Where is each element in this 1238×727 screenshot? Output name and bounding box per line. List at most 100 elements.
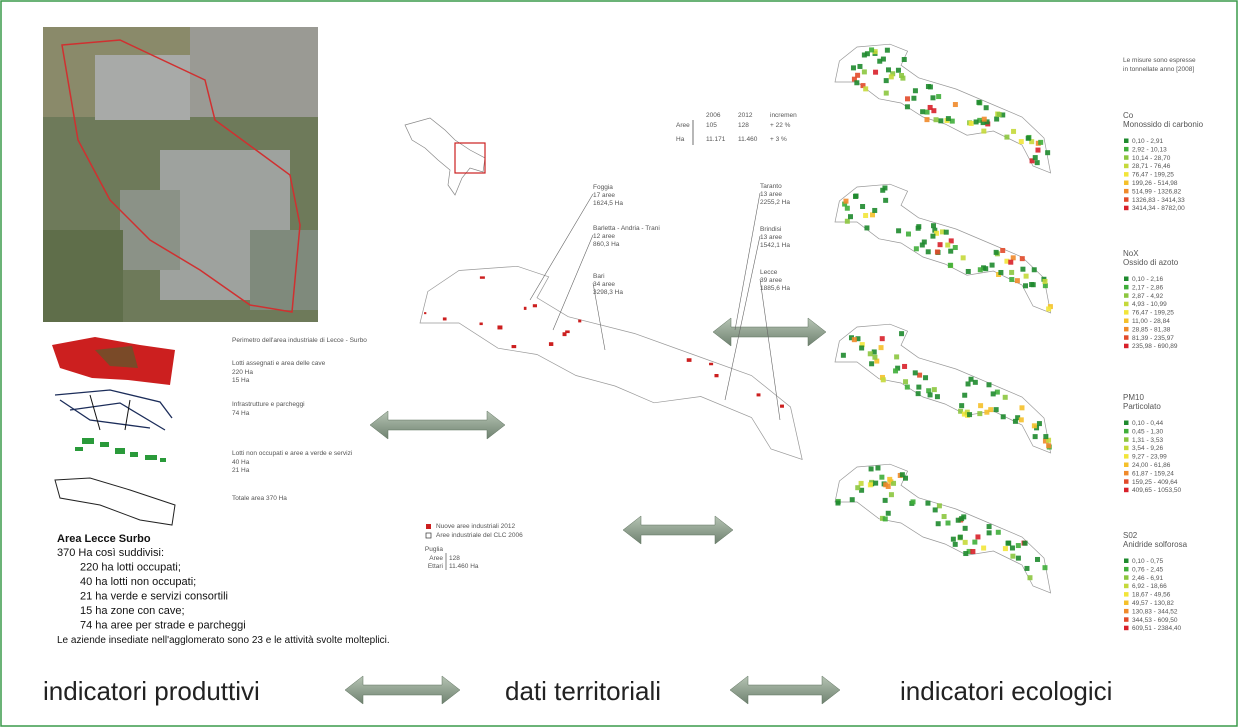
- table-cell: + 3 %: [770, 136, 787, 143]
- table-cell: 11.171: [706, 136, 726, 143]
- map-cell: [997, 112, 1002, 117]
- map-cell: [854, 80, 859, 85]
- legend-swatch: [1124, 617, 1129, 622]
- table-cell: Ha: [676, 136, 685, 143]
- legend-swatch: [1124, 302, 1129, 307]
- map-cell: [872, 355, 877, 360]
- map-cell: [988, 407, 993, 412]
- legend-label: Aree industriale del CLC 2006: [436, 532, 523, 539]
- map-cell: [977, 411, 982, 416]
- map-cell: [879, 345, 884, 350]
- legend-swatch: [1124, 567, 1129, 572]
- map-cell: [863, 86, 868, 91]
- map-cell: [868, 351, 873, 356]
- industrial-area: [497, 325, 502, 329]
- map-cell: [916, 391, 921, 396]
- map-cell: [881, 57, 886, 62]
- layer-value: 15 Ha: [232, 377, 250, 384]
- map-cell: [1023, 541, 1028, 546]
- city-label: Foggia: [593, 184, 613, 191]
- table-header: incremen: [770, 112, 797, 119]
- map-cell: [916, 226, 921, 231]
- map-cell: [881, 377, 886, 382]
- summary-item: 21 ha verde e servizi consortili: [80, 591, 228, 603]
- map-cell: [930, 95, 935, 100]
- industrial-area: [424, 312, 426, 314]
- map-cell: [1010, 545, 1015, 550]
- class-label: 49,57 - 130,82: [1132, 600, 1174, 607]
- map-cell: [1032, 423, 1037, 428]
- map-cell: [1010, 554, 1015, 559]
- map-cell: [963, 526, 968, 531]
- map-cell: [852, 337, 857, 342]
- city-label: 17 aree: [593, 192, 615, 199]
- map-cell: [958, 535, 963, 540]
- map-cell: [913, 370, 918, 375]
- legend-swatch: [1124, 155, 1129, 160]
- city-label: Taranto: [760, 183, 782, 190]
- legend-swatch: [1124, 421, 1129, 426]
- class-label: 3,54 - 9,26: [1132, 445, 1163, 452]
- map-cell: [859, 481, 864, 486]
- map-cell: [1027, 575, 1032, 580]
- legend-swatch: [1124, 139, 1129, 144]
- class-label: 130,83 - 344,52: [1132, 608, 1178, 615]
- map-cell: [900, 76, 905, 81]
- map-cell: [953, 542, 958, 547]
- map-cell: [905, 96, 910, 101]
- pollutant-code: NoX: [1123, 249, 1139, 258]
- footer-heading: dati territoriali: [505, 676, 661, 706]
- map-cell: [1008, 260, 1013, 265]
- industrial-area: [709, 363, 713, 365]
- map-cell: [893, 368, 898, 373]
- map-cell: [1038, 140, 1043, 145]
- map-cell: [873, 481, 878, 486]
- map-cell: [932, 387, 937, 392]
- map-cell: [906, 232, 911, 237]
- legend-swatch: [1124, 344, 1129, 349]
- map-cell: [1011, 129, 1016, 134]
- class-label: 514,99 - 1326,82: [1132, 188, 1182, 195]
- class-label: 18,67 - 49,56: [1132, 592, 1171, 599]
- industrial-area: [480, 276, 485, 278]
- class-label: 11,00 - 28,84: [1132, 318, 1170, 325]
- class-label: 0,76 - 2,45: [1132, 566, 1163, 573]
- legend-swatch: [1124, 429, 1129, 434]
- legend-swatch: [1124, 335, 1129, 340]
- map-cell: [1011, 255, 1016, 260]
- legend-swatch: [1124, 277, 1129, 282]
- map-cell: [1035, 557, 1040, 562]
- map-cell: [969, 377, 974, 382]
- table-cell: Aree: [676, 122, 690, 129]
- map-cell: [936, 94, 941, 99]
- map-cell: [961, 255, 966, 260]
- class-label: 10,14 - 28,70: [1132, 155, 1171, 162]
- city-label: Brindisi: [760, 226, 781, 233]
- note: Le misure sono espresse: [1123, 57, 1196, 64]
- map-cell: [864, 225, 869, 230]
- class-label: 0,10 - 0,75: [1132, 558, 1163, 565]
- class-label: 0,10 - 0,44: [1132, 420, 1163, 427]
- map-cell: [1043, 434, 1048, 439]
- legend-swatch: [1124, 437, 1129, 442]
- map-cell: [961, 514, 966, 519]
- totals-value: 128: [449, 555, 460, 562]
- map-cell: [880, 336, 885, 341]
- map-cell: [886, 511, 891, 516]
- class-label: 0,10 - 2,91: [1132, 138, 1163, 145]
- map-cell: [994, 407, 999, 412]
- table-header: 2012: [738, 112, 753, 119]
- footer-heading: indicatori ecologici: [900, 676, 1112, 706]
- class-label: 1,31 - 3,53: [1132, 437, 1163, 444]
- map-cell: [848, 214, 853, 219]
- map-cell: [934, 117, 939, 122]
- map-cell: [869, 466, 874, 471]
- map-cell: [905, 385, 910, 390]
- map-cell: [1023, 283, 1028, 288]
- totals-value: 11.460 Ha: [449, 563, 479, 570]
- map-cell: [1020, 267, 1025, 272]
- map-cell: [879, 475, 884, 480]
- map-cell: [855, 485, 860, 490]
- legend-swatch: [1124, 285, 1129, 290]
- map-cell: [998, 270, 1003, 275]
